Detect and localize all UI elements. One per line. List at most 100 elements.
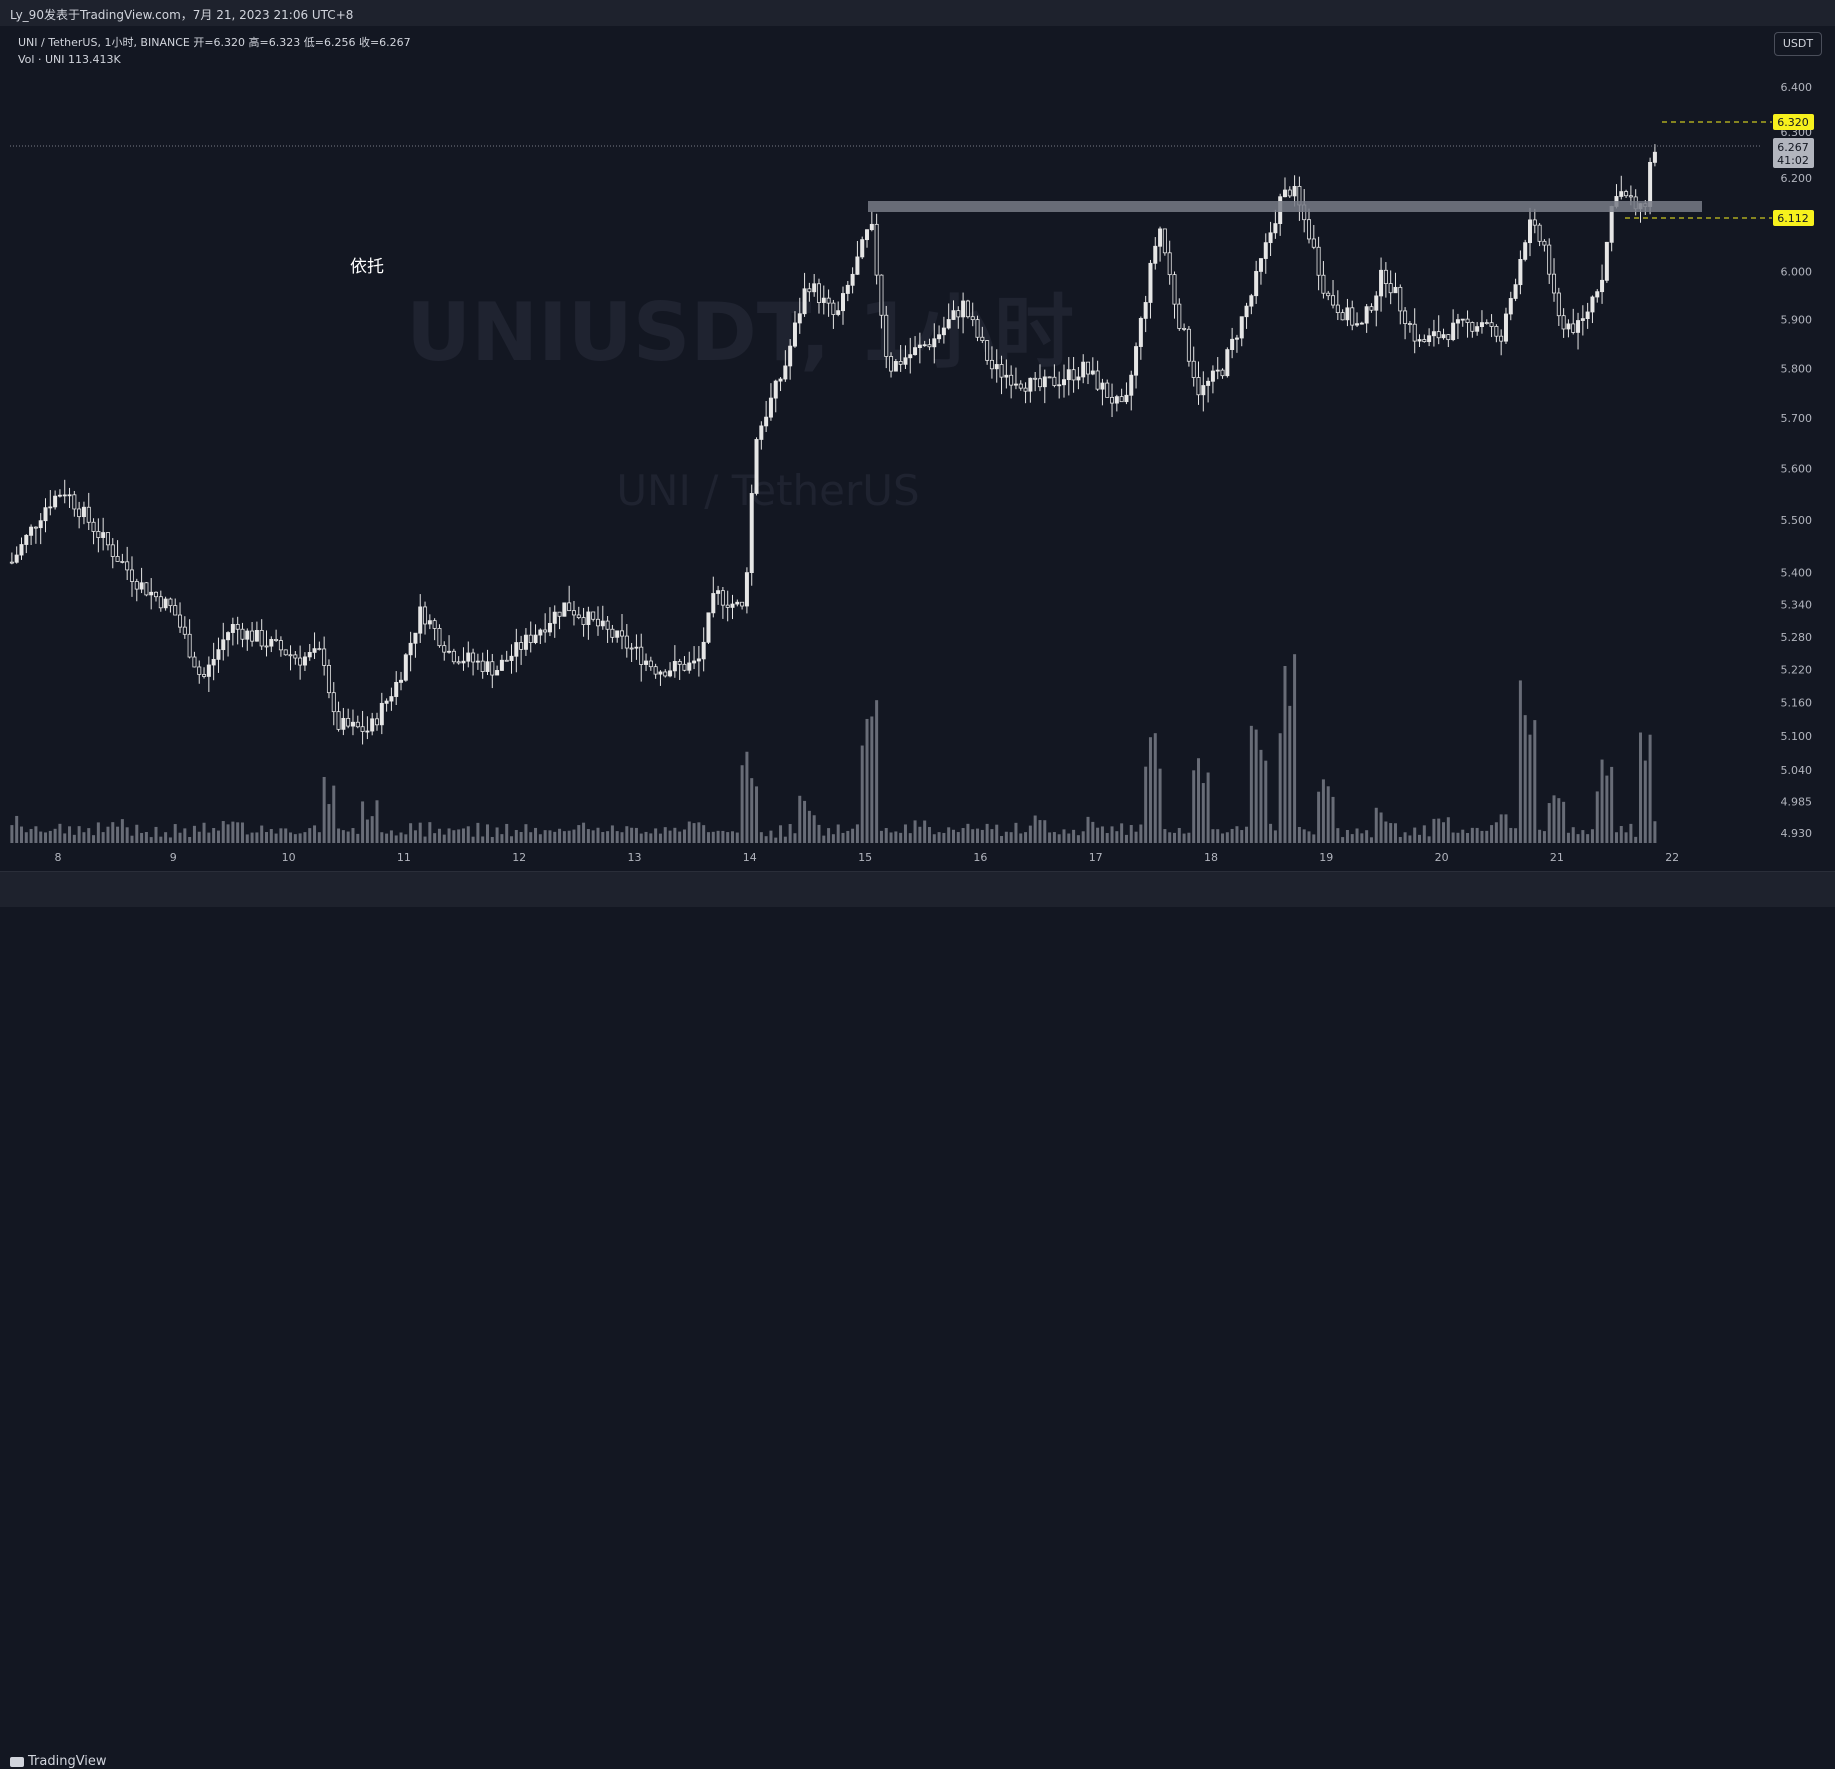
candle-body	[1648, 161, 1653, 207]
volume-bar	[1211, 829, 1215, 843]
volume-bar	[1437, 818, 1441, 843]
volume-bar	[851, 828, 855, 843]
volume-bar	[731, 831, 735, 843]
price-tag-lower-label: 6.112	[1777, 212, 1809, 225]
candle-body	[538, 629, 543, 636]
volume-bar	[19, 826, 23, 843]
volume-bar	[433, 833, 437, 843]
volume-bar	[308, 828, 312, 843]
volume-bar	[332, 785, 336, 843]
currency-button[interactable]: USDT	[1774, 32, 1822, 56]
candle-body	[202, 674, 207, 677]
volume-bar	[356, 833, 360, 843]
candle-body	[379, 702, 384, 726]
volume-bar	[985, 823, 989, 843]
candle-body	[1571, 323, 1576, 333]
candle-body	[490, 661, 495, 676]
volume-bar	[1043, 820, 1047, 843]
candle-body	[389, 696, 394, 702]
candle-body	[1167, 252, 1172, 276]
candle-body	[648, 660, 653, 668]
volume-bar	[29, 828, 33, 843]
tradingview-logo[interactable]: TradingView	[10, 1754, 107, 1769]
candle-body	[1503, 313, 1508, 342]
volume-bar	[1619, 826, 1623, 843]
candle-body	[1018, 383, 1023, 389]
volume-bar	[96, 822, 100, 843]
volume-bar	[1076, 835, 1080, 843]
volume-bar	[63, 833, 67, 843]
volume-bar	[389, 830, 393, 843]
volume-bar	[1485, 830, 1489, 843]
volume-bar	[1552, 795, 1556, 843]
volume-bar	[1009, 832, 1013, 843]
volume-bar	[942, 832, 946, 843]
volume-bar	[1038, 820, 1042, 843]
volume-bar	[1317, 791, 1321, 843]
candle-body	[706, 612, 711, 643]
candle-body	[740, 601, 745, 607]
volume-bar	[428, 822, 432, 843]
volume-bar	[1341, 837, 1345, 843]
volume-bar	[1490, 825, 1494, 843]
price-tick-label: 4.930	[1781, 827, 1813, 840]
candle-body	[893, 361, 898, 372]
candle-body	[1427, 335, 1432, 343]
price-chart[interactable]: UNIUSDT, 1小时 UNI / TetherUS 依托 6.4006.30…	[0, 0, 1835, 907]
candle-body	[38, 520, 43, 529]
candle-body	[547, 622, 552, 633]
volume-bar	[485, 824, 489, 843]
time-tick-label: 10	[282, 851, 296, 864]
candle-body	[1451, 322, 1456, 341]
candle-body	[922, 344, 927, 347]
volume-bar	[687, 821, 691, 843]
candle-body	[639, 646, 644, 665]
volume-bar	[1389, 823, 1393, 843]
candle-body	[1033, 377, 1038, 380]
volume-bar	[1144, 766, 1148, 843]
volume-bar	[956, 832, 960, 843]
volume-bar	[918, 826, 922, 843]
price-tag-lower: 6.112	[1773, 210, 1814, 226]
candle-body	[269, 639, 274, 647]
candle-body	[192, 656, 197, 668]
zone-annotation: 依托	[350, 257, 384, 277]
volume-bar	[1177, 827, 1181, 843]
volume-bar	[1653, 821, 1657, 843]
volume-bar	[529, 832, 533, 843]
volume-bar	[341, 830, 345, 843]
volume-bar	[269, 828, 273, 843]
volume-bar	[317, 832, 321, 843]
volume-bar	[265, 832, 269, 843]
candle-body	[634, 646, 639, 649]
candle-body	[1407, 323, 1412, 325]
support-zone	[868, 201, 1702, 212]
candle-body	[168, 598, 173, 607]
candle-body	[932, 338, 937, 348]
candle-body	[91, 521, 96, 532]
volume-bar	[1197, 758, 1201, 843]
price-tick-label: 5.800	[1781, 362, 1813, 375]
candle-body	[451, 650, 456, 663]
candle-body	[1355, 323, 1360, 326]
plot-area[interactable]	[10, 28, 1760, 870]
candle-body	[812, 283, 817, 293]
time-tick-label: 20	[1435, 851, 1449, 864]
candle-body	[845, 284, 850, 294]
volume-bar	[1456, 832, 1460, 843]
volume-bar	[380, 832, 384, 843]
candle-body	[77, 508, 82, 518]
volume-bar	[183, 828, 187, 843]
candle-body	[288, 654, 293, 657]
volume-bar	[365, 819, 369, 843]
price-tick-label: 5.500	[1781, 514, 1813, 527]
candle-body	[514, 642, 519, 657]
candle-body	[1350, 307, 1355, 326]
volume-bar	[1331, 796, 1335, 843]
candle-body	[134, 581, 139, 590]
volume-bars	[10, 654, 1657, 843]
top-bar: Ly_90发表于TradingView.com，7月 21, 2023 21:0…	[0, 0, 1835, 26]
volume-bar	[226, 824, 230, 843]
candle-body	[1345, 307, 1350, 321]
volume-bar	[1288, 705, 1292, 843]
